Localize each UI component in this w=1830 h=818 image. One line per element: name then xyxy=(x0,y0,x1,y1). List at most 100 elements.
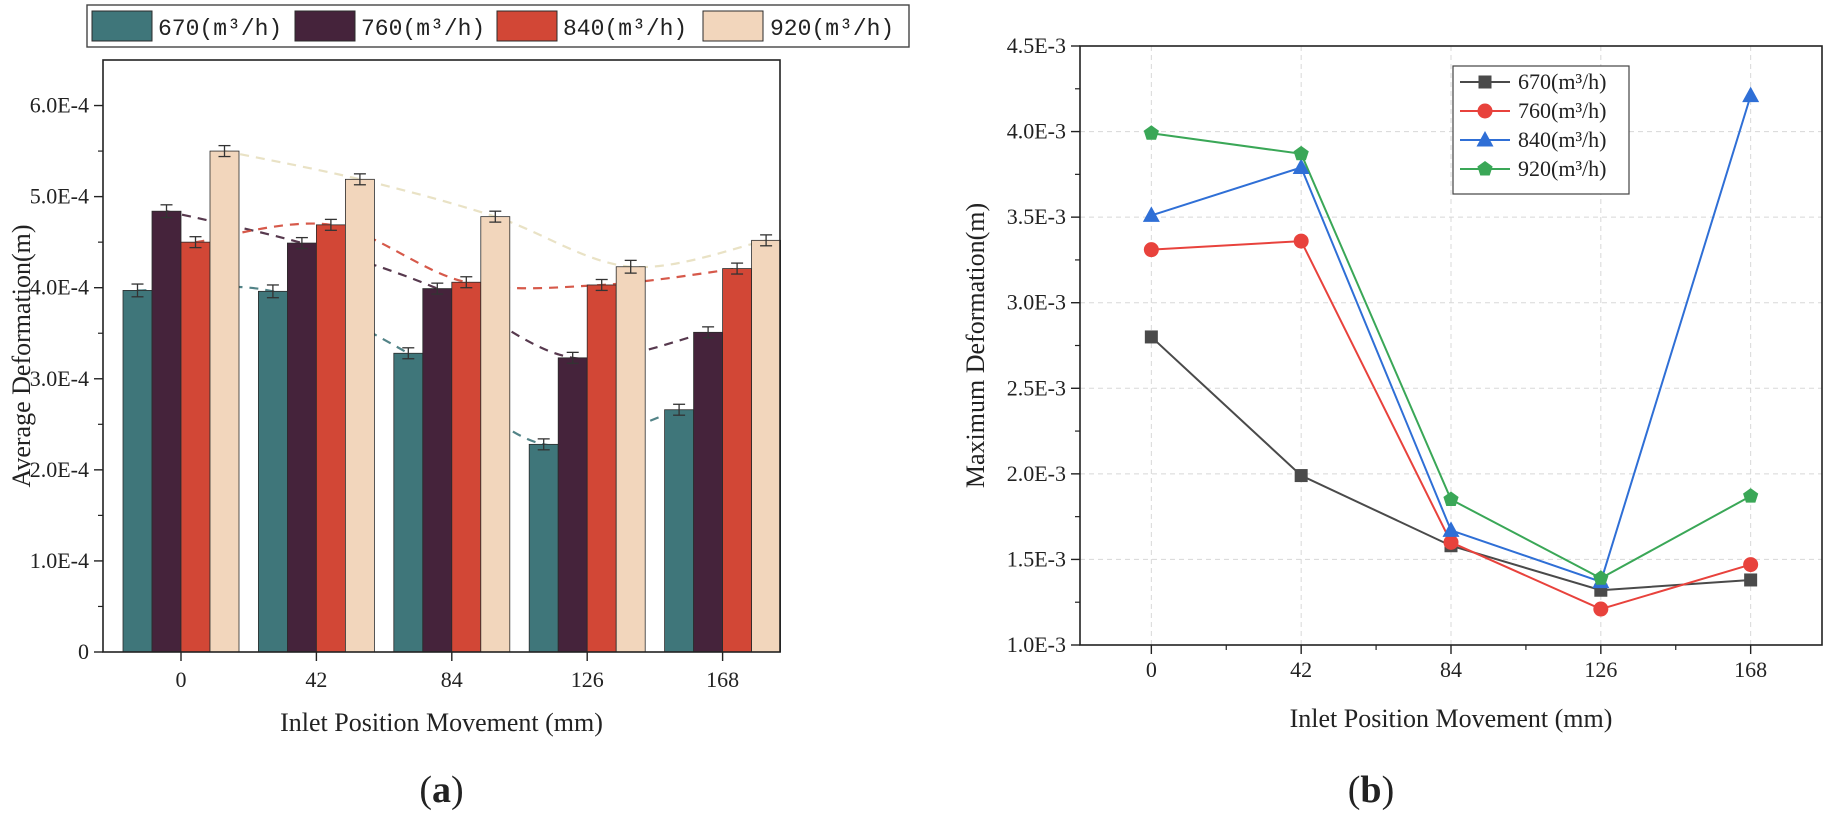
plot-frame-a xyxy=(102,59,781,653)
legend-marker-b-920(m³/h) xyxy=(1477,161,1493,176)
data-point-b-840(m³/h)-42 xyxy=(1292,158,1310,175)
data-point-b-920(m³/h)-126 xyxy=(1593,570,1609,585)
data-point-b-920(m³/h)-168 xyxy=(1743,488,1759,503)
bar-84-760(m³/h) xyxy=(422,288,453,653)
y-tick-label-b: 4.5E-3 xyxy=(1007,33,1066,58)
y-tick-label-a: 5.0E-4 xyxy=(30,184,89,209)
y-tick-label-b: 4.0E-3 xyxy=(1007,119,1066,144)
bar-0-760(m³/h) xyxy=(151,210,182,653)
y-tick-label-b: 2.0E-3 xyxy=(1007,461,1066,486)
x-axis-title-b: Inlet Position Movement (mm) xyxy=(1290,704,1613,733)
data-point-b-760(m³/h)-168 xyxy=(1743,557,1759,573)
y-tick-label-b: 3.5E-3 xyxy=(1007,204,1066,229)
data-point-b-920(m³/h)-0 xyxy=(1143,125,1159,140)
data-point-b-840(m³/h)-168 xyxy=(1742,86,1760,103)
panel-label-close-paren-a: ) xyxy=(451,769,464,811)
bar-42-920(m³/h) xyxy=(344,178,375,653)
x-tick-label-b: 0 xyxy=(1146,657,1157,682)
bar-126-670(m³/h) xyxy=(528,443,559,653)
y-tick-label-a: 0 xyxy=(78,639,89,664)
panel-label-open-paren-b: ( xyxy=(1348,769,1361,811)
legend-swatch-a-760(m³/h) xyxy=(294,10,356,42)
y-axis-title-a: Average Deformation(m) xyxy=(7,224,36,487)
panel-label-close-paren-b: ) xyxy=(1382,769,1395,811)
legend-label-a-670(m³/h): 670(m³/h) xyxy=(158,16,282,42)
x-tick-label-a: 168 xyxy=(706,667,739,692)
bar-84-670(m³/h) xyxy=(393,352,424,653)
x-tick-label-b: 42 xyxy=(1290,657,1312,682)
bar-0-840(m³/h) xyxy=(180,241,211,653)
legend-label-a-760(m³/h): 760(m³/h) xyxy=(361,16,485,42)
legend-swatch-a-670(m³/h) xyxy=(91,10,153,42)
data-point-b-760(m³/h)-126 xyxy=(1593,601,1609,617)
data-point-b-760(m³/h)-84 xyxy=(1443,534,1459,550)
gridlines-b xyxy=(1080,45,1822,646)
x-tick-label-b: 168 xyxy=(1734,657,1767,682)
bar-42-840(m³/h) xyxy=(315,224,346,653)
bar-168-920(m³/h) xyxy=(751,239,781,653)
legend-swatch-a-840(m³/h) xyxy=(496,10,558,42)
legend-label-a-840(m³/h): 840(m³/h) xyxy=(563,16,687,42)
bar-42-670(m³/h) xyxy=(257,290,288,653)
legend-marker-b-670(m³/h) xyxy=(1478,75,1492,89)
series-markers-b xyxy=(1142,86,1760,617)
y-tick-label-a: 6.0E-4 xyxy=(30,93,89,118)
y-tick-label-a: 3.0E-4 xyxy=(30,366,89,391)
bar-168-840(m³/h) xyxy=(722,268,752,653)
panel-label-letter-a: a xyxy=(432,769,451,811)
legend-label-b-760(m³/h): 760(m³/h) xyxy=(1518,98,1606,123)
y-tick-label-a: 2.0E-4 xyxy=(30,457,89,482)
bar-chart-panel-a: 0 1.0E-4 2.0E-4 3.0E-4 4.0E-4 5.0E-4 6.0E-4 0 42… xyxy=(7,4,910,811)
data-point-b-670(m³/h)-0 xyxy=(1144,330,1158,344)
panel-label-letter-b: b xyxy=(1360,769,1381,811)
bar-168-760(m³/h) xyxy=(693,331,723,653)
data-point-b-670(m³/h)-168 xyxy=(1744,573,1758,587)
x-tick-label-a: 84 xyxy=(441,667,463,692)
data-point-b-760(m³/h)-0 xyxy=(1143,242,1159,258)
x-tick-label-a: 0 xyxy=(176,667,187,692)
bar-42-760(m³/h) xyxy=(286,242,317,653)
legend-label-a-920(m³/h): 920(m³/h) xyxy=(770,16,894,42)
y-tick-label-a: 4.0E-4 xyxy=(30,275,89,300)
y-tick-label-b: 3.0E-3 xyxy=(1007,290,1066,315)
panel-label-a: (a) xyxy=(419,769,463,811)
legend-swatch-a-920(m³/h) xyxy=(702,10,764,42)
x-tick-label-b: 84 xyxy=(1440,657,1462,682)
legend-a: 670(m³/h) 760(m³/h) 840(m³/h) 920(m³/h) xyxy=(86,4,910,48)
bar-0-670(m³/h) xyxy=(122,290,153,653)
axes-b: 1.0E-3 1.5E-3 2.0E-3 2.5E-3 3.0E-3 3.5E-3 4.0E… xyxy=(1007,33,1823,682)
panel-label-open-paren-a: ( xyxy=(419,769,432,811)
data-point-b-920(m³/h)-42 xyxy=(1293,145,1309,161)
line-chart-panel-b: 1.0E-3 1.5E-3 2.0E-3 2.5E-3 3.0E-3 3.5E-3 4.0E… xyxy=(961,33,1823,811)
x-axis-title-a: Inlet Position Movement (mm) xyxy=(280,708,603,737)
y-tick-label-b: 1.0E-3 xyxy=(1007,632,1066,657)
bar-84-840(m³/h) xyxy=(451,281,482,653)
legend-label-b-840(m³/h): 840(m³/h) xyxy=(1518,127,1606,152)
data-point-b-670(m³/h)-42 xyxy=(1294,469,1308,483)
legend-label-b-920(m³/h): 920(m³/h) xyxy=(1518,156,1606,181)
panel-label-b: (b) xyxy=(1348,769,1394,811)
data-point-b-840(m³/h)-84 xyxy=(1442,521,1460,537)
legend-label-b-670(m³/h): 670(m³/h) xyxy=(1518,69,1606,94)
x-tick-label-a: 42 xyxy=(305,667,327,692)
bar-84-920(m³/h) xyxy=(480,216,511,653)
bar-168-670(m³/h) xyxy=(664,409,694,653)
x-tick-label-a: 126 xyxy=(571,667,604,692)
bar-group-a xyxy=(122,150,781,653)
y-tick-label-b: 1.5E-3 xyxy=(1007,546,1066,571)
error-bars-a xyxy=(131,144,773,451)
bar-0-920(m³/h) xyxy=(209,150,240,653)
bar-126-920(m³/h) xyxy=(615,266,646,653)
y-tick-label-b: 2.5E-3 xyxy=(1007,375,1066,400)
data-point-b-840(m³/h)-0 xyxy=(1142,206,1160,222)
axes-a: 0 1.0E-4 2.0E-4 3.0E-4 4.0E-4 5.0E-4 6.0E-4 0 42… xyxy=(30,59,781,692)
y-tick-label-a: 1.0E-4 xyxy=(30,548,89,573)
y-axis-title-b: Maximum Deformation(m) xyxy=(961,203,990,488)
legend-marker-b-760(m³/h) xyxy=(1477,103,1493,119)
bar-126-760(m³/h) xyxy=(557,357,588,653)
x-tick-label-b: 126 xyxy=(1584,657,1617,682)
data-point-b-760(m³/h)-42 xyxy=(1293,233,1309,249)
legend-marker-b-840(m³/h) xyxy=(1476,131,1494,147)
legend-b: 670(m³/h) 760(m³/h) 840(m³/h) 920(m³/h) xyxy=(1452,65,1630,195)
